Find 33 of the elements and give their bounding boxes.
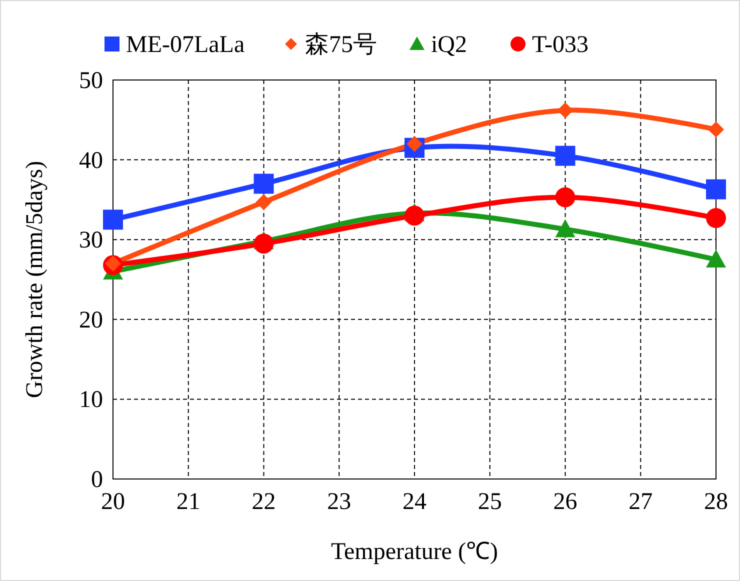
point — [706, 179, 726, 200]
y-tick-label: 10 — [79, 387, 103, 414]
point — [708, 121, 724, 138]
point — [254, 234, 274, 254]
x-tick-label: 26 — [553, 489, 578, 515]
x-tick-label: 27 — [628, 489, 653, 515]
y-axis-title: Growth rate (mm/5days) — [22, 160, 48, 398]
legend-label: T-033 — [532, 32, 588, 58]
point — [254, 174, 274, 194]
y-tick-label: 0 — [91, 467, 103, 493]
y-tick-label: 30 — [79, 228, 103, 254]
y-tick-label: 40 — [79, 148, 103, 174]
x-tick-label: 21 — [176, 489, 200, 515]
point — [256, 194, 272, 210]
legend-label: iQ2 — [431, 32, 467, 58]
point — [555, 187, 576, 208]
legend-label: 森75号 — [305, 32, 377, 58]
x-tick-label: 28 — [704, 489, 728, 515]
x-tick-label: 20 — [101, 489, 125, 515]
point — [404, 206, 424, 226]
point — [706, 250, 726, 268]
legend-label: ME-07LaLa — [126, 32, 245, 58]
x-axis-title: Temperature (℃) — [331, 539, 498, 565]
y-tick-label: 50 — [79, 68, 103, 94]
point — [555, 219, 576, 238]
point — [555, 146, 576, 166]
point — [103, 210, 123, 230]
x-tick-label: 25 — [478, 489, 502, 515]
x-tick-label: 23 — [327, 489, 352, 515]
x-tick-label: 22 — [252, 489, 276, 515]
point — [706, 208, 726, 228]
y-tick-label: 20 — [79, 307, 103, 334]
x-tick-label: 24 — [402, 489, 426, 515]
